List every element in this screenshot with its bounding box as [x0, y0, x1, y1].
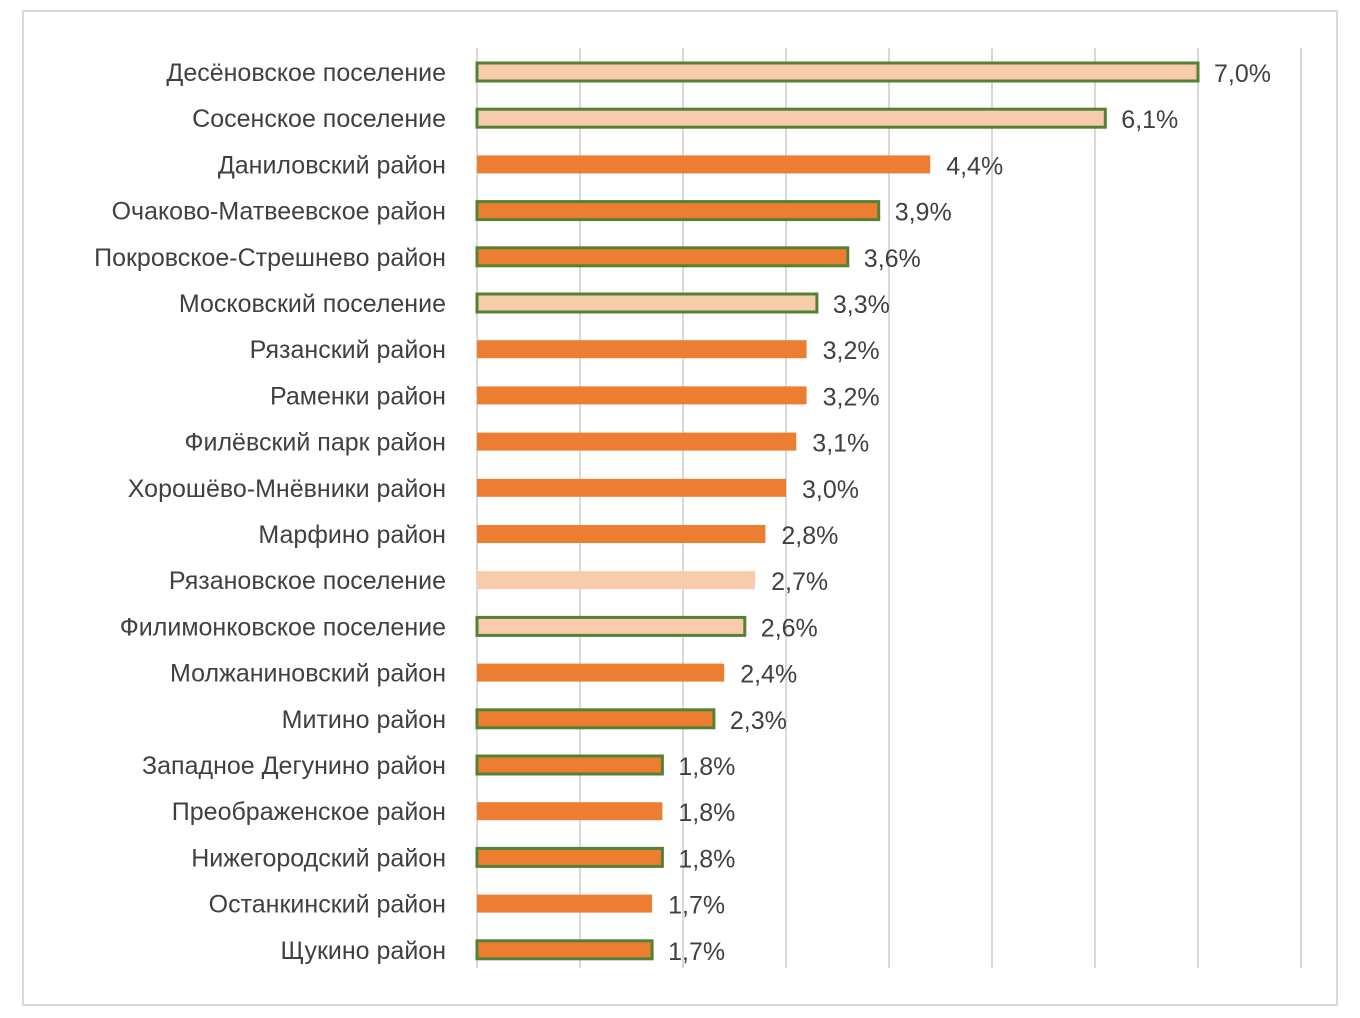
- bar: [477, 571, 756, 590]
- category-label: Рязанский район: [250, 336, 446, 364]
- bar: [477, 432, 797, 451]
- category-label: Даниловский район: [218, 151, 446, 179]
- data-label: 3,2%: [823, 383, 880, 411]
- bar: [475, 200, 881, 222]
- data-label: 1,8%: [678, 845, 735, 873]
- data-label: 1,8%: [678, 753, 735, 781]
- category-label: Московский поселение: [179, 290, 446, 318]
- data-label: 3,2%: [823, 337, 880, 365]
- bar: [475, 708, 716, 730]
- category-label: Щукино район: [280, 937, 446, 965]
- bar: [477, 478, 786, 497]
- category-label: Раменки район: [270, 382, 446, 410]
- data-label: 3,9%: [895, 199, 952, 227]
- category-label: Преображенское район: [172, 798, 446, 826]
- data-label: 3,1%: [812, 430, 869, 458]
- bar: [475, 939, 654, 961]
- category-label: Западное Дегунино район: [142, 752, 446, 780]
- bar: [477, 340, 807, 359]
- data-label: 7,0%: [1214, 60, 1271, 88]
- bar: [475, 246, 850, 268]
- chart-frame: [22, 10, 1338, 1006]
- data-label: 2,6%: [761, 614, 818, 642]
- gridlines: [476, 48, 1302, 968]
- bar: [475, 615, 747, 637]
- bar: [475, 107, 1107, 129]
- category-label: Молжаниновский район: [170, 660, 446, 688]
- data-label: 1,7%: [668, 938, 725, 966]
- category-label: Десёновское поселение: [166, 59, 446, 87]
- bar: [477, 663, 725, 682]
- bar: [477, 155, 931, 174]
- category-label: Марфино район: [258, 521, 446, 549]
- category-label: Рязановское поселение: [169, 567, 446, 595]
- bar: [475, 292, 819, 314]
- data-label: 1,8%: [678, 799, 735, 827]
- category-label: Сосенское поселение: [192, 105, 446, 133]
- data-label: 3,3%: [833, 291, 890, 319]
- category-label: Филимонковское поселение: [120, 613, 446, 641]
- bars: [475, 61, 1200, 961]
- category-label: Митино район: [282, 706, 446, 734]
- bar: [475, 754, 664, 776]
- data-label: 1,7%: [668, 892, 725, 920]
- data-label: 2,8%: [781, 522, 838, 550]
- data-label: 2,3%: [730, 707, 787, 735]
- category-label: Покровское-Стрешнево район: [94, 244, 446, 272]
- data-label: 4,4%: [946, 152, 1003, 180]
- data-label: 3,0%: [802, 476, 859, 504]
- bar: [475, 846, 664, 868]
- category-label: Нижегородский район: [191, 844, 446, 872]
- bar: [477, 525, 766, 543]
- data-label: 3,6%: [864, 245, 921, 273]
- bar: [477, 802, 663, 821]
- bar: [477, 386, 807, 405]
- category-label: Останкинский район: [209, 891, 446, 919]
- data-label: 2,7%: [771, 568, 828, 596]
- data-label: 6,1%: [1121, 106, 1178, 134]
- category-label: Очаково-Матвеевское район: [112, 198, 446, 226]
- bar: [475, 61, 1200, 83]
- bar: [477, 894, 653, 913]
- category-label: Филёвский парк район: [185, 429, 447, 457]
- category-labels: Десёновское поселение Сосенское поселение…: [94, 59, 446, 965]
- data-label: 2,4%: [740, 661, 797, 689]
- value-labels: 7,0% 6,1% 4,4% 3,9% 3,6% 3,3% 3,2% 3,2% 3,1% 3,0%…: [668, 60, 1271, 966]
- category-label: Хорошёво-Мнёвники район: [128, 475, 446, 503]
